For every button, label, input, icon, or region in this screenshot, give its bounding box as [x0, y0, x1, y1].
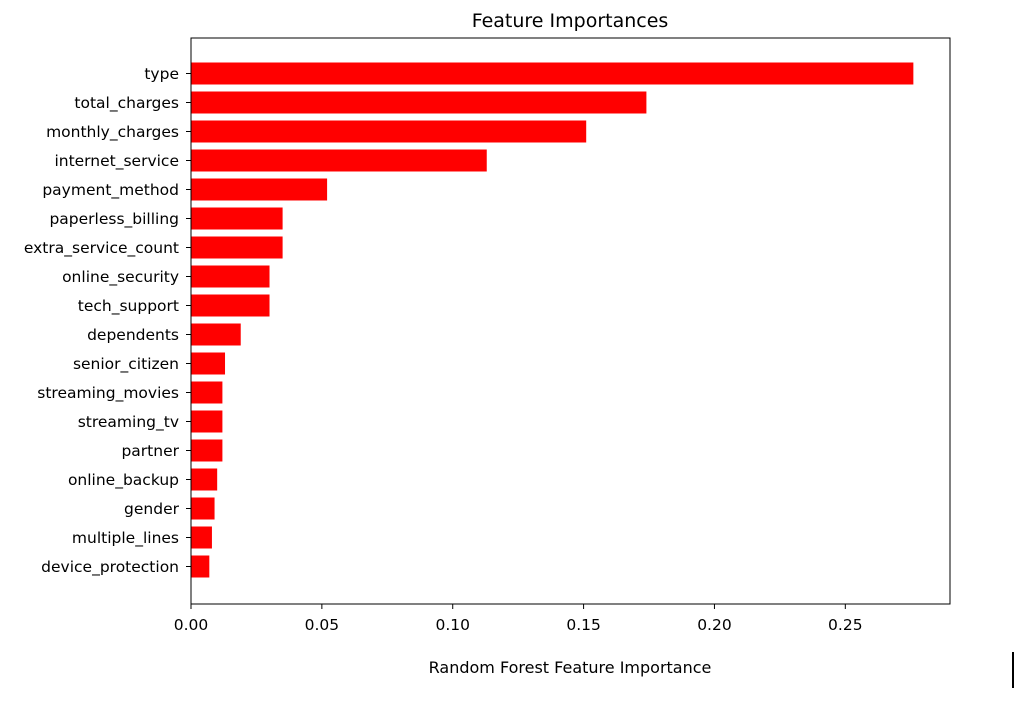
y-tick-label: streaming_movies	[37, 384, 179, 403]
plot-frame	[190, 37, 951, 605]
bar-streaming_tv	[191, 410, 223, 433]
y-tick-label: gender	[124, 500, 180, 518]
bar-monthly_charges	[191, 120, 587, 143]
x-tick-label: 0.05	[305, 616, 340, 634]
y-tick-label: tech_support	[78, 297, 179, 316]
y-tick-label: streaming_tv	[78, 413, 179, 432]
bar-online_security	[191, 265, 270, 288]
bar-multiple_lines	[191, 526, 212, 549]
y-tick-label: partner	[121, 442, 179, 460]
y-tick-label: payment_method	[42, 181, 179, 200]
bar-extra_service_count	[191, 236, 283, 259]
bar-paperless_billing	[191, 207, 283, 230]
chart-title: Feature Importances	[472, 10, 669, 32]
x-tick-label: 0.10	[435, 616, 470, 634]
bar-senior_citizen	[191, 352, 226, 375]
y-tick-label: device_protection	[41, 558, 179, 577]
y-tick-label: internet_service	[54, 152, 179, 171]
y-tick-label: online_backup	[68, 471, 179, 490]
y-tick-label: extra_service_count	[24, 239, 179, 258]
bar-internet_service	[191, 149, 487, 172]
x-tick-label: 0.15	[566, 616, 601, 634]
y-tick-label: monthly_charges	[46, 123, 179, 142]
x-tick-label: 0.00	[174, 616, 209, 634]
bar-tech_support	[191, 294, 270, 317]
text-cursor	[1012, 652, 1014, 688]
x-axis: 0.00 0.05 0.10 0.15 0.20 0.25	[174, 604, 863, 634]
y-tick-label: total_charges	[74, 94, 179, 113]
x-axis-label: Random Forest Feature Importance	[429, 658, 712, 677]
bar-dependents	[191, 323, 241, 346]
y-tick-label: multiple_lines	[72, 529, 179, 548]
bar-partner	[191, 439, 223, 462]
bar-online_backup	[191, 468, 218, 491]
x-tick-label: 0.20	[697, 616, 732, 634]
bar-payment_method	[191, 178, 328, 201]
y-tick-label: paperless_billing	[49, 210, 179, 229]
y-tick-labels: type total_charges monthly_charges internet…	[24, 65, 191, 577]
bar-device_protection	[191, 555, 210, 578]
y-tick-label: dependents	[87, 326, 179, 344]
y-tick-label: online_security	[62, 268, 179, 287]
bar-gender	[191, 497, 215, 520]
bar-type	[191, 62, 914, 85]
bars-group	[191, 62, 914, 578]
y-tick-label: type	[144, 65, 179, 83]
y-tick-label: senior_citizen	[73, 355, 179, 374]
bar-total_charges	[191, 91, 647, 114]
bar-streaming_movies	[191, 381, 223, 404]
x-tick-label: 0.25	[828, 616, 863, 634]
